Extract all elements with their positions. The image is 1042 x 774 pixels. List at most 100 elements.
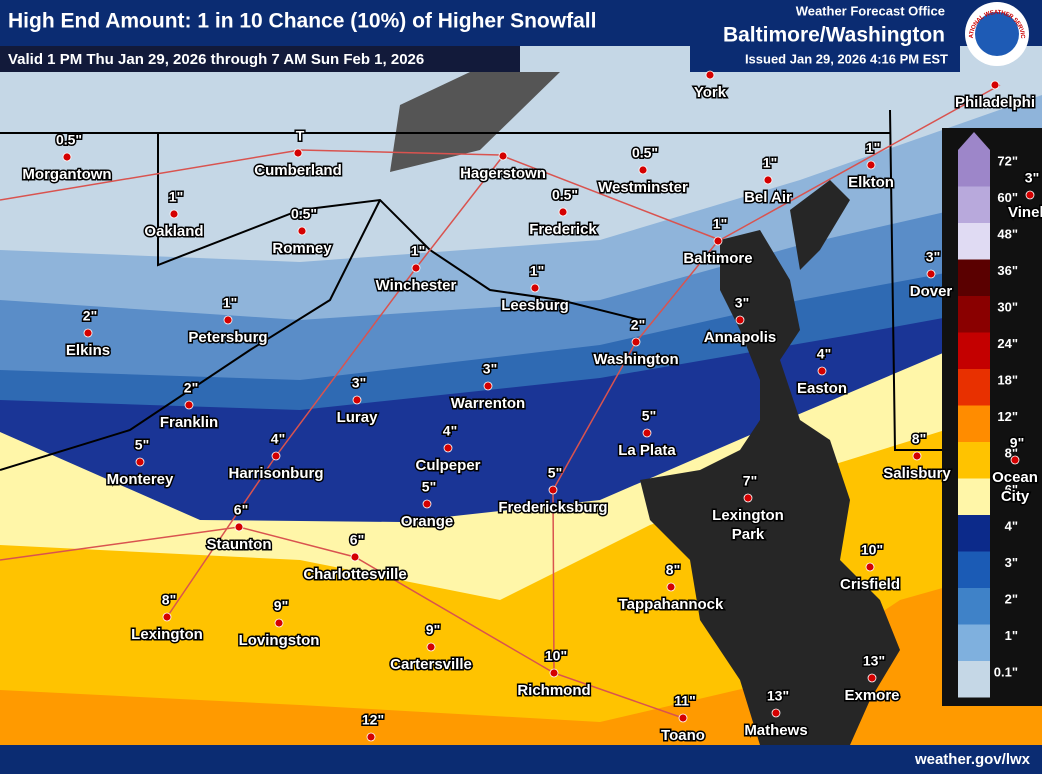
city-dot: [234, 522, 244, 532]
snow-amount: 1": [223, 295, 237, 311]
legend-label: 12": [997, 409, 1018, 424]
city-dot: [297, 226, 307, 236]
city-dot: [638, 165, 648, 175]
snow-amount: 5": [135, 437, 149, 453]
city-name: Elkton: [848, 174, 894, 191]
city-name: Baltimore: [683, 250, 752, 267]
city-dot: [184, 400, 194, 410]
snow-amount: 0.5": [552, 187, 578, 203]
city-dot: [771, 708, 781, 718]
city-dot: [352, 395, 362, 405]
city-dot: [743, 493, 753, 503]
snow-amount: 9": [1010, 435, 1024, 451]
snow-amount: 8": [162, 592, 176, 608]
city-name: Culpeper: [415, 457, 480, 474]
legend-swatch: [958, 296, 990, 333]
office-label: Weather Forecast Office: [796, 3, 945, 18]
city-dot: [867, 673, 877, 683]
snow-amount: 4": [443, 423, 457, 439]
city-dot: [990, 80, 1000, 90]
city-name: Orange: [401, 513, 454, 530]
footer-url: weather.gov/lwx: [914, 751, 1031, 768]
snow-amount: 12": [362, 712, 384, 728]
legend: 72"60"48"36"30"24"18"12"8"6"4"3"2"1"0.1": [942, 128, 1042, 706]
city-dot: [865, 562, 875, 572]
snow-amount: 11": [674, 693, 695, 709]
city-dot: [678, 713, 688, 723]
city-name: La Plata: [618, 442, 676, 459]
title: High End Amount: 1 in 10 Chance (10%) of…: [8, 10, 596, 33]
legend-label: 0.1": [994, 664, 1018, 679]
city-name: Washington: [593, 351, 678, 368]
road: [166, 155, 504, 618]
city-dot: [498, 151, 508, 161]
city-name: Monterey: [107, 471, 174, 488]
city-name: Mathews: [744, 722, 807, 739]
city-dot: [548, 485, 558, 495]
city-name: Vinela: [1008, 204, 1042, 221]
city-name: Exmore: [844, 687, 899, 704]
snow-amount: 13": [767, 688, 789, 704]
city-dot: [271, 451, 281, 461]
legend-swatch: [958, 624, 990, 661]
city-dot: [350, 552, 360, 562]
city-dot: [1025, 190, 1035, 200]
city-name: Leesburg: [501, 297, 569, 314]
valid-bar: [0, 46, 520, 72]
snow-amount: 0.5": [632, 145, 658, 161]
legend-swatch: [958, 223, 990, 260]
city-dot: [866, 160, 876, 170]
city-dot: [549, 668, 559, 678]
snow-amount: 2": [631, 317, 645, 333]
legend-label: 6": [1005, 482, 1018, 497]
snow-amount: 4": [271, 431, 285, 447]
state-border: [157, 133, 641, 321]
legend-label: 18": [997, 372, 1018, 387]
city-name: Fredericksburg: [498, 499, 607, 516]
snow-amount: 9": [426, 622, 440, 638]
city-name: Westminster: [598, 179, 688, 196]
legend-swatch: [958, 588, 990, 625]
city-name: Lovingston: [239, 632, 320, 649]
city-name: Charlottesville: [303, 566, 406, 583]
issued-time: Issued Jan 29, 2026 4:16 PM EST: [745, 51, 948, 66]
legend-swatch: [958, 442, 990, 479]
snow-amount: 6": [350, 532, 364, 548]
city-name: Annapolis: [704, 329, 777, 346]
city-name: Crisfield: [840, 576, 900, 593]
city-name: City: [1001, 488, 1030, 505]
snow-amount: 6": [234, 502, 248, 518]
city-name: Romney: [272, 240, 332, 257]
gray-area: [390, 72, 560, 172]
legend-label: 4": [1005, 518, 1018, 533]
legend-swatch: [958, 369, 990, 406]
legend-swatch: [958, 661, 990, 698]
legend-label: 72": [997, 153, 1018, 168]
city-name: Cartersville: [390, 656, 472, 673]
city-name: Oakland: [144, 223, 203, 240]
city-dot: [274, 618, 284, 628]
snow-amount: 1": [763, 155, 777, 171]
legend-label: 48": [997, 226, 1018, 241]
snow-amount: 9": [274, 598, 288, 614]
legend-swatch: [958, 405, 990, 442]
city-name: York: [694, 84, 727, 101]
city-dot: [426, 642, 436, 652]
snow-amount: 1": [866, 140, 880, 156]
snow-amount: 2": [83, 308, 97, 324]
city-name: Morgantown: [22, 166, 111, 183]
city-name: Elkins: [66, 342, 110, 359]
city-name: Staunton: [207, 536, 272, 553]
city-dot: [1010, 455, 1020, 465]
city-name: Richmond: [517, 682, 590, 699]
city-name: Dover: [910, 283, 953, 300]
city-name: Ocean: [992, 469, 1038, 486]
legend-label: 3": [1005, 555, 1018, 570]
legend-label: 60": [997, 190, 1018, 205]
legend-label: 36": [997, 263, 1018, 278]
city-dot: [530, 283, 540, 293]
legend-label: 24": [997, 336, 1018, 351]
city-dot: [763, 175, 773, 185]
snow-amount: 13": [863, 653, 885, 669]
city-name: Bel Air: [744, 189, 792, 206]
